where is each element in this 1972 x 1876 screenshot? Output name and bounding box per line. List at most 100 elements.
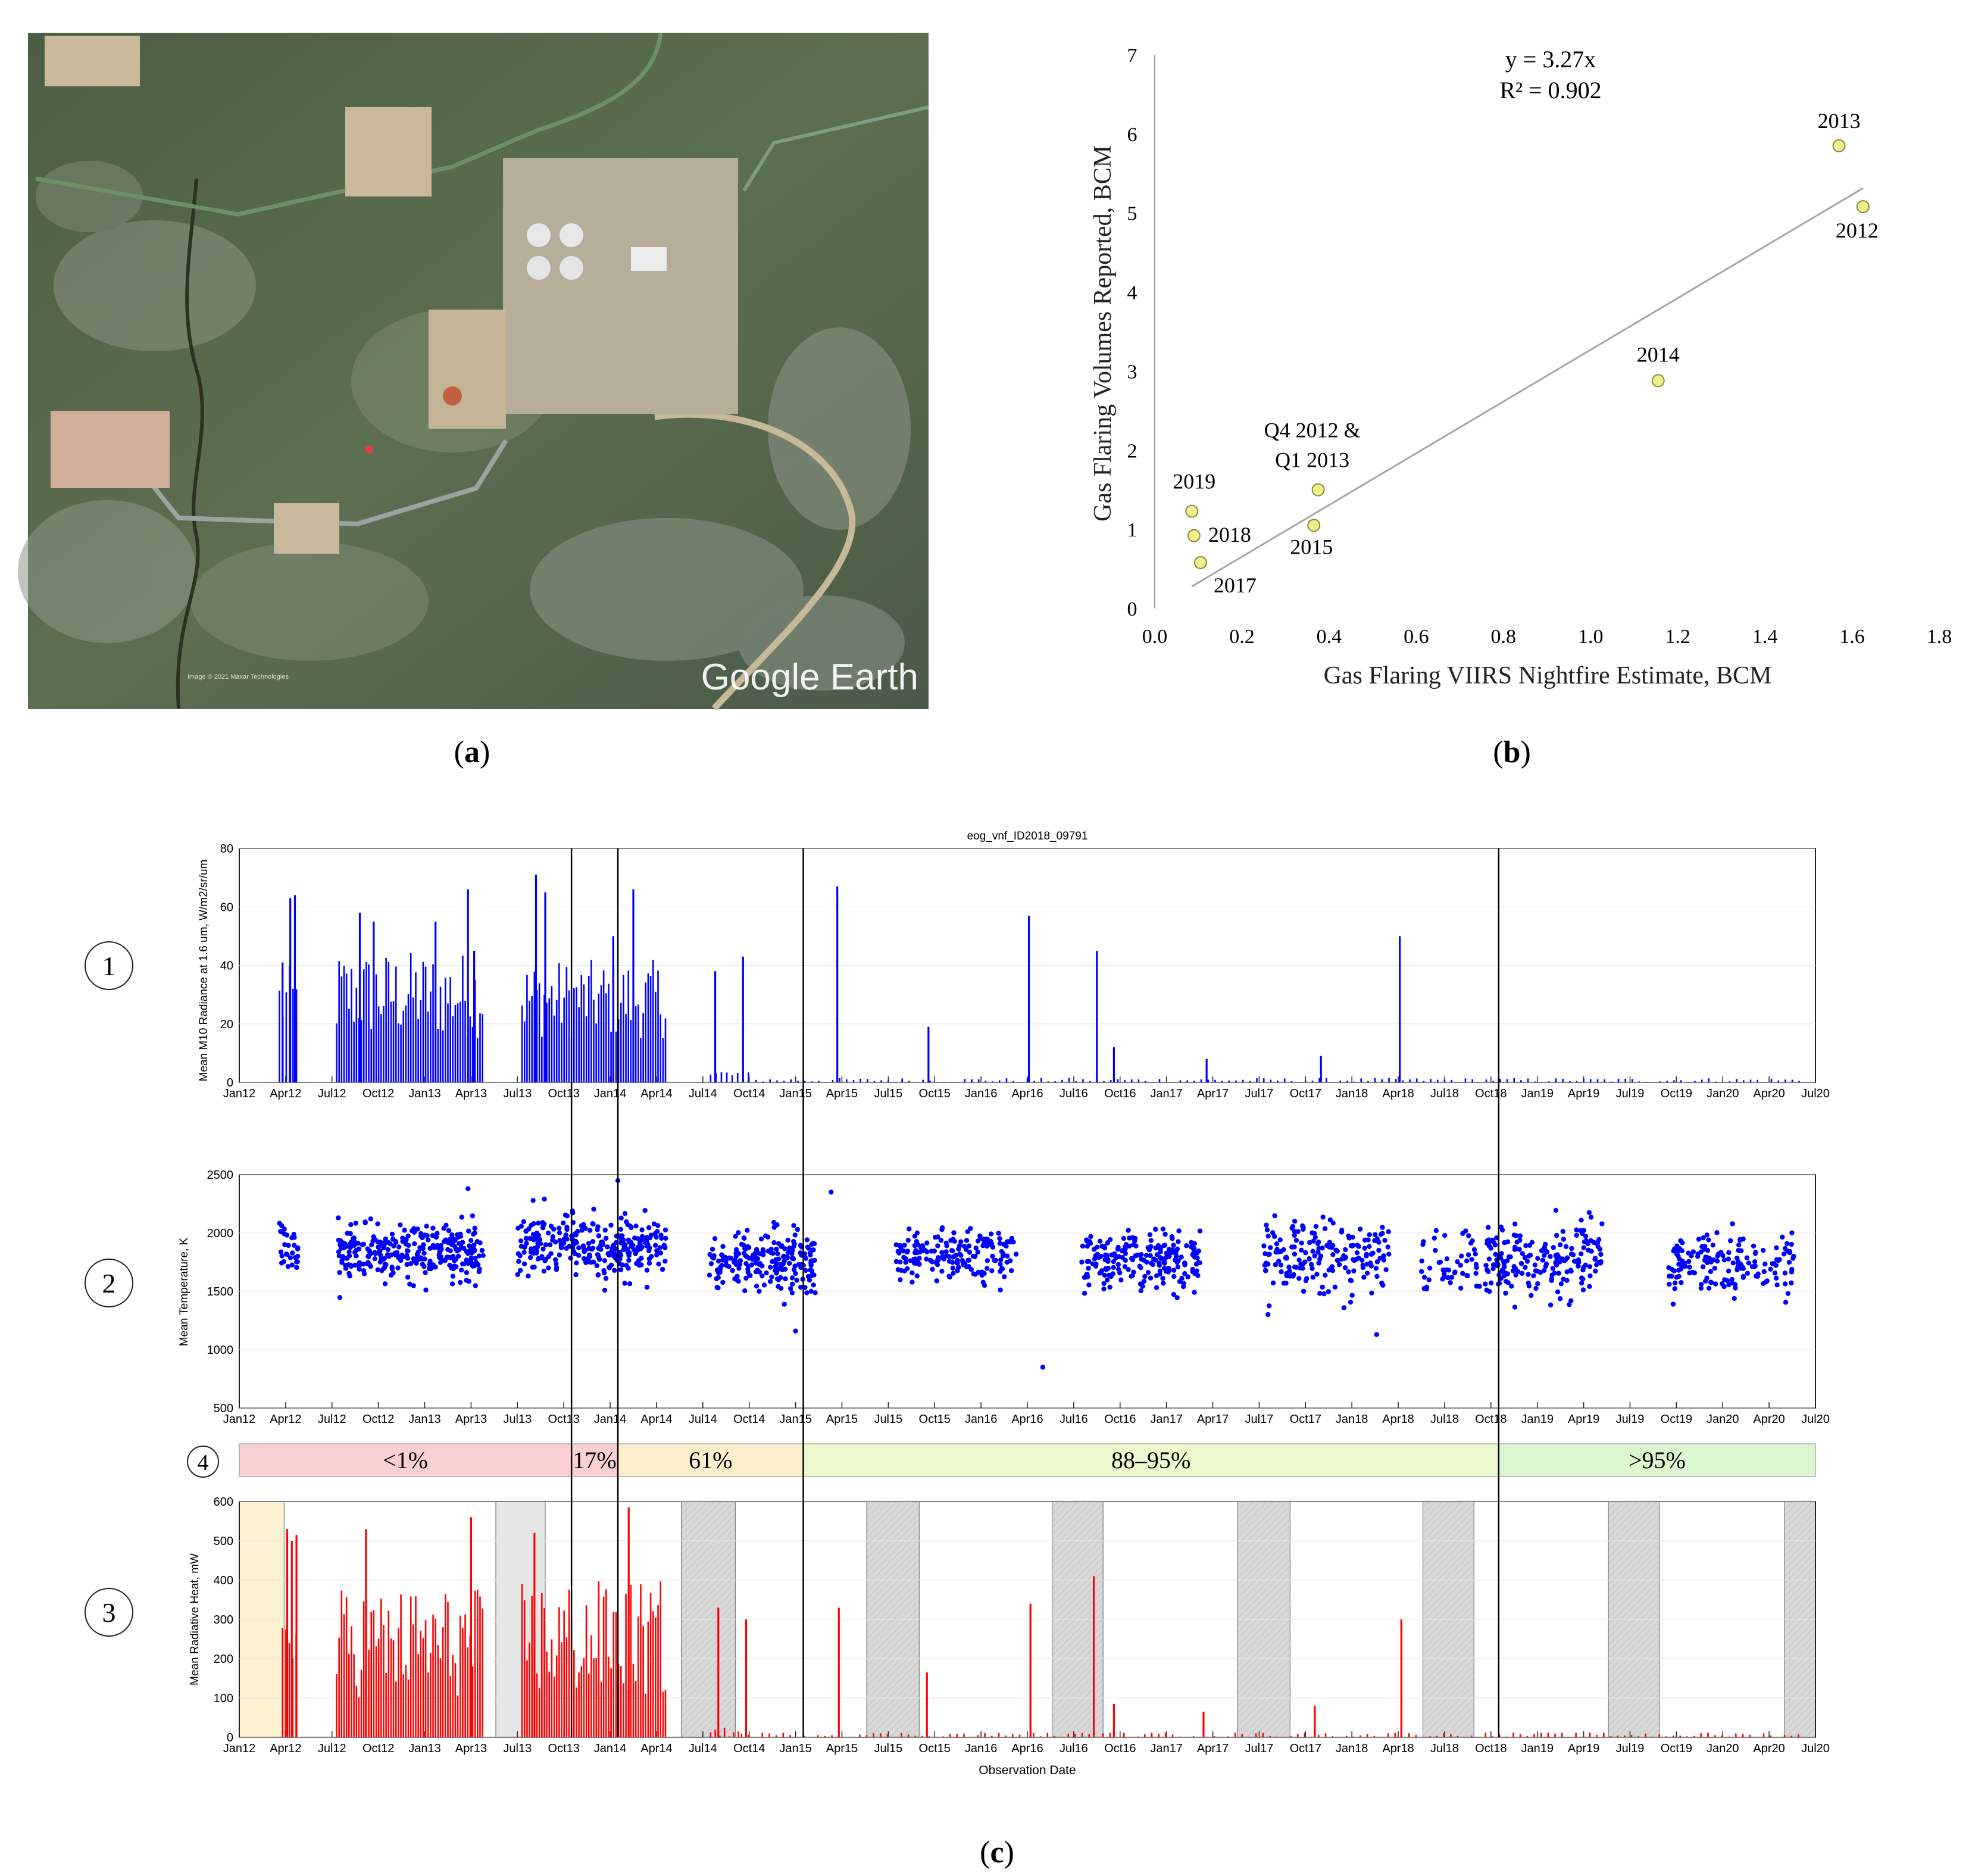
x-tick-label: Apr18 [1382,1742,1414,1755]
temperature-point [733,1259,738,1264]
location-marker [365,445,373,454]
temperature-point [915,1242,920,1247]
temperature-point [548,1251,553,1256]
temperature-point [629,1240,633,1244]
temperature-point [1752,1264,1757,1269]
x-tick-label: Jul16 [1060,1413,1088,1426]
temperature-point [1002,1274,1007,1279]
temperature-point [441,1226,446,1231]
x-tick-label: Jul16 [1060,1742,1088,1755]
temperature-point [1484,1288,1489,1293]
temperature-point [762,1282,767,1287]
temperature-point [1427,1266,1432,1271]
temperature-point [1195,1273,1200,1278]
temperature-point [948,1238,953,1243]
temperature-point [1194,1269,1199,1273]
temperature-point [1706,1237,1711,1242]
temperature-point [446,1228,451,1233]
temperature-point [809,1289,814,1294]
temperature-point [1556,1254,1561,1259]
temperature-point [1374,1274,1379,1279]
temperature-point [368,1216,373,1221]
temperature-point [1084,1272,1089,1276]
temperature-point [1192,1241,1197,1246]
temperature-point [808,1250,812,1255]
row-label: 1 [102,951,116,981]
temperature-point [1728,1238,1733,1243]
temperature-point [1745,1271,1750,1276]
temperature-point [1543,1264,1548,1269]
temperature-point [1184,1243,1189,1248]
x-tick-label: Apr17 [1197,1413,1229,1426]
temperature-point [742,1235,746,1240]
temperature-point [775,1251,780,1256]
y-tick-label: 2 [1127,440,1137,462]
temperature-point [627,1250,632,1255]
row-label: 3 [102,1597,116,1628]
temperature-point [1299,1248,1304,1253]
y-tick-label: 1 [1127,519,1137,541]
temperature-point [1774,1246,1779,1250]
temperature-point [1133,1253,1137,1258]
temperature-point [336,1215,340,1220]
x-tick-label: Apr17 [1197,1087,1229,1100]
temperature-point [724,1263,729,1268]
temperature-point [745,1228,749,1232]
temperature-point [537,1237,542,1242]
temperature-point [405,1256,410,1260]
temperature-point [376,1250,381,1254]
temperature-point [1551,1245,1556,1250]
temperature-point [627,1281,632,1286]
temperature-point [1120,1248,1124,1253]
temperature-point [338,1238,343,1243]
temperature-point [998,1287,1002,1292]
temperature-point [924,1249,929,1254]
temperature-point [1671,1301,1676,1306]
temperature-point [521,1219,526,1224]
temperature-point [1105,1259,1110,1264]
temperature-point [933,1235,937,1240]
x-tick-label: Jan17 [1150,1742,1183,1755]
temperature-point [645,1285,649,1290]
temperature-point [450,1281,455,1286]
temperature-point [1667,1282,1671,1287]
temperature-point [1268,1245,1273,1250]
temperature-point [1755,1272,1760,1276]
x-tick-label: Apr20 [1753,1087,1785,1100]
radiative-heat-panel: 0100200300400500600Jan12 Apr12 Jul12 Oct12 J… [189,1496,1830,1777]
x-tick-label: Apr13 [455,1742,487,1755]
temperature-point [1304,1276,1309,1281]
temperature-point [1109,1253,1114,1257]
temperature-point [1502,1265,1507,1269]
temperature-point [602,1288,607,1293]
y-tick-label: 500 [214,1535,233,1548]
temperature-point [1350,1235,1355,1240]
temperature-point [1540,1257,1545,1262]
temperature-point [1571,1252,1576,1257]
temperature-point [1736,1243,1741,1247]
x-tick-label: Jul15 [874,1413,902,1426]
temperature-point [412,1241,417,1246]
period-label: 17% [573,1447,616,1474]
x-tick-label: 1.4 [1752,626,1778,648]
temperature-point [791,1256,796,1261]
x-tick-label: Jul19 [1616,1413,1645,1426]
temperature-point [459,1268,464,1272]
temperature-point [1148,1232,1152,1237]
temperature-point [1120,1255,1124,1260]
temperature-point [1362,1238,1367,1243]
temperature-point [633,1223,638,1228]
temperature-point [897,1243,902,1248]
x-tick-label: Apr19 [1568,1087,1599,1100]
temperature-point [1564,1244,1568,1249]
temperature-point [1084,1237,1089,1242]
row-label: 4 [198,1450,209,1475]
temperature-point [1381,1253,1386,1258]
temperature-point [1568,1268,1573,1272]
x-tick-label: 0.6 [1404,626,1429,648]
temperature-point [1503,1291,1508,1296]
temperature-point [1548,1303,1553,1307]
temperature-point [960,1259,965,1264]
temperature-point [610,1246,614,1251]
temperature-point [663,1228,668,1232]
